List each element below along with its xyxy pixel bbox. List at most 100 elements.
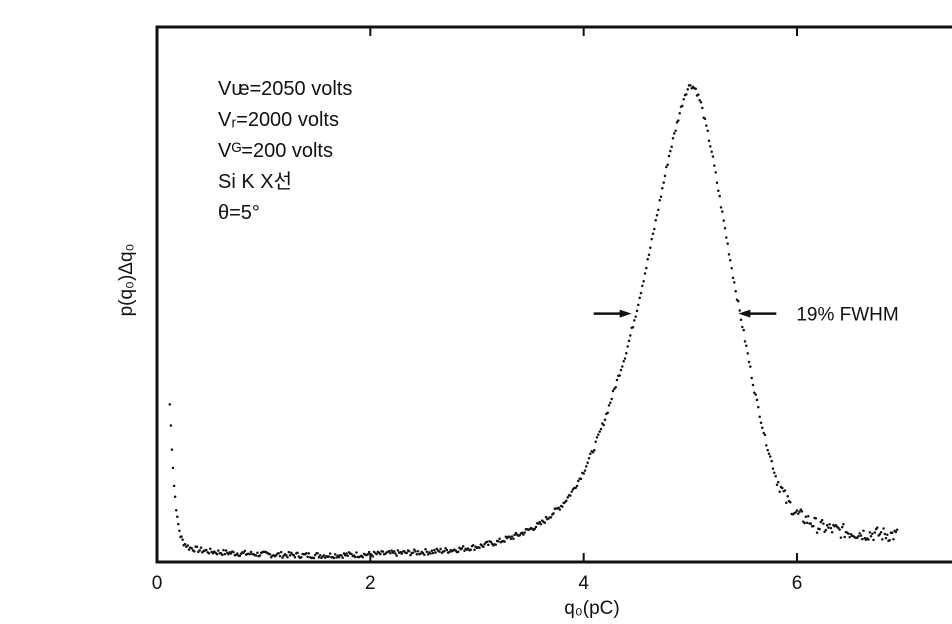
data-point-465 xyxy=(763,433,767,437)
data-point-502 xyxy=(812,524,815,528)
data-point-299 xyxy=(543,521,547,525)
data-point-26 xyxy=(199,546,203,549)
data-point-491 xyxy=(798,510,801,514)
data-point-525 xyxy=(840,525,844,529)
data-point-43 xyxy=(222,548,225,552)
data-point-500 xyxy=(809,522,813,525)
data-point-344 xyxy=(602,423,605,427)
data-point-497 xyxy=(805,521,809,525)
x-tick-label-0: 0 xyxy=(152,573,163,594)
data-point-256 xyxy=(489,540,493,544)
data-point-507 xyxy=(818,527,821,531)
data-point-360 xyxy=(623,357,627,360)
data-point-566 xyxy=(892,538,895,541)
data-point-319 xyxy=(569,494,572,497)
x-axis-tick-labels: 0 2 4 6 xyxy=(152,573,803,594)
data-point-474 xyxy=(775,483,779,487)
data-point-447 xyxy=(739,318,743,322)
x-tick-label-3: 6 xyxy=(792,573,803,594)
data-point-19 xyxy=(190,547,193,550)
data-point-431 xyxy=(718,194,721,198)
data-point-162 xyxy=(371,555,375,558)
data-point-472 xyxy=(773,471,776,474)
data-point-417 xyxy=(699,101,703,104)
data-point-267 xyxy=(503,540,506,543)
data-point-512 xyxy=(824,528,828,532)
data-point-282 xyxy=(522,533,525,536)
data-point-371 xyxy=(638,296,641,300)
data-point-367 xyxy=(633,319,636,322)
data-point-381 xyxy=(651,232,655,236)
data-point-4 xyxy=(172,484,176,488)
data-point-490 xyxy=(797,512,800,515)
data-point-204 xyxy=(424,548,427,551)
data-point-180 xyxy=(394,552,397,555)
data-point-443 xyxy=(734,289,737,293)
data-point-378 xyxy=(647,253,651,256)
data-point-338 xyxy=(594,440,597,444)
data-point-154 xyxy=(361,555,365,559)
data-point-333 xyxy=(587,457,591,460)
x-axis-ticks xyxy=(156,27,798,562)
data-point-243 xyxy=(473,548,476,552)
data-point-159 xyxy=(367,550,371,554)
data-point-539 xyxy=(858,532,861,535)
data-point-23 xyxy=(195,545,199,549)
data-point-531 xyxy=(848,535,851,539)
data-point-418 xyxy=(701,106,704,110)
data-point-515 xyxy=(828,522,831,526)
data-point-359 xyxy=(622,359,625,363)
data-point-527 xyxy=(843,535,846,539)
fwhm-label: 19% FWHM xyxy=(796,305,898,326)
data-point-211 xyxy=(433,548,436,552)
data-point-386 xyxy=(658,199,661,202)
data-point-272 xyxy=(509,537,513,540)
data-point-135 xyxy=(337,556,341,559)
data-point-230 xyxy=(456,550,460,554)
data-point-271 xyxy=(508,535,511,538)
data-point-392 xyxy=(666,163,669,167)
data-point-247 xyxy=(478,546,481,549)
data-point-65 xyxy=(249,550,253,554)
data-point-21 xyxy=(193,550,196,553)
data-point-492 xyxy=(799,508,803,511)
data-point-208 xyxy=(429,552,432,555)
data-point-56 xyxy=(238,554,242,558)
data-point-149 xyxy=(355,551,358,554)
data-point-375 xyxy=(643,272,647,275)
data-point-120 xyxy=(318,554,322,557)
data-point-400 xyxy=(677,119,680,122)
data-point-370 xyxy=(637,303,640,307)
data-point-142 xyxy=(346,554,349,558)
data-point-541 xyxy=(861,537,864,541)
data-point-399 xyxy=(675,121,679,124)
data-point-200 xyxy=(419,552,422,556)
data-point-473 xyxy=(774,474,777,478)
data-point-42 xyxy=(221,553,224,557)
data-point-480 xyxy=(783,489,787,492)
data-point-47 xyxy=(227,553,230,556)
data-point-455 xyxy=(750,376,753,380)
data-point-220 xyxy=(444,546,447,550)
data-point-390 xyxy=(663,174,667,178)
data-point-233 xyxy=(460,547,464,550)
data-point-0 xyxy=(168,403,172,406)
data-point-349 xyxy=(609,401,612,404)
data-point-361 xyxy=(625,351,628,355)
data-point-292 xyxy=(534,525,538,529)
data-point-99 xyxy=(292,553,296,557)
data-point-347 xyxy=(606,411,609,415)
data-point-540 xyxy=(859,534,863,537)
data-point-281 xyxy=(520,531,524,534)
data-point-296 xyxy=(539,522,543,526)
data-point-453 xyxy=(747,360,751,364)
data-point-350 xyxy=(610,397,613,401)
data-point-80 xyxy=(268,552,272,556)
x-axis-label: q₀(pC) xyxy=(564,598,619,619)
data-point-133 xyxy=(335,556,338,559)
data-point-404 xyxy=(682,97,685,101)
data-point-421 xyxy=(705,124,708,127)
data-point-128 xyxy=(328,552,332,555)
data-point-64 xyxy=(248,552,252,556)
data-point-396 xyxy=(671,136,675,140)
